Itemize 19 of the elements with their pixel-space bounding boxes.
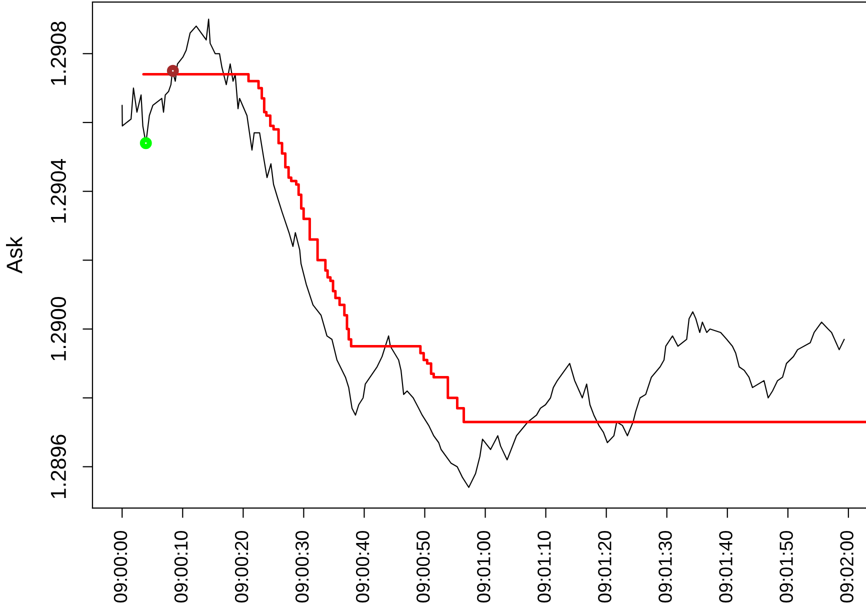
y-tick-label: 1.2904: [50, 159, 66, 223]
x-tick-label: 09:00:00: [114, 530, 128, 602]
line-series: [122, 18, 845, 488]
x-tick-label: 09:00:50: [416, 530, 430, 602]
x-tick-label: 09:00:30: [295, 530, 309, 602]
x-tick-label: 09:00:10: [174, 530, 188, 602]
y-axis-title: Ask: [6, 236, 22, 274]
x-tick-label: 09:02:00: [840, 530, 854, 602]
x-tick-label: 09:00:20: [234, 530, 248, 602]
y-tick-label: 1.2896: [50, 434, 66, 498]
x-tick-label: 09:01:40: [719, 530, 732, 602]
y-tick-label: 1.2908: [50, 22, 66, 85]
x-tick-label: 09:01:30: [658, 530, 672, 602]
x-tick-label: 09:01:00: [477, 530, 490, 602]
x-tick-label: 09:01:10: [538, 530, 551, 602]
y-tick-label: 1.2900: [50, 296, 66, 360]
x-tick-label: 09:01:50: [780, 530, 793, 602]
x-tick-label: 09:01:20: [598, 530, 612, 602]
x-tick-label: 09:00:40: [356, 530, 370, 602]
